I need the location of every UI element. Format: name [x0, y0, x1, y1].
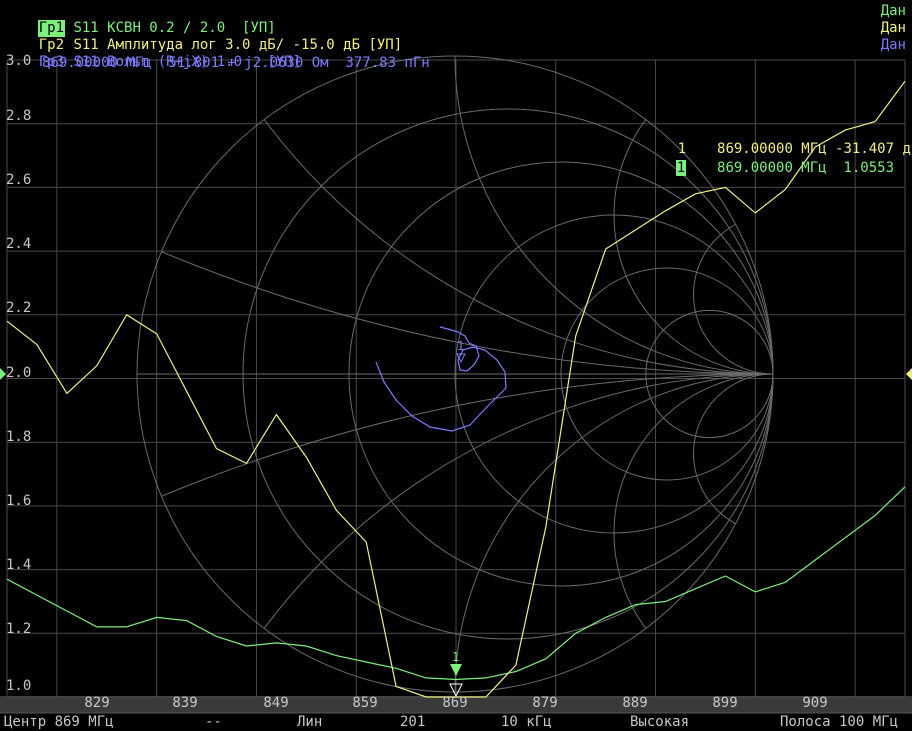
trace2-tag[interactable]: Гр2	[38, 37, 65, 53]
points-field[interactable]: 201	[400, 714, 426, 730]
smith-reactance-arc	[613, 56, 773, 375]
marker-readout-db-freq: 869.00000 МГц	[717, 141, 827, 157]
y-tick-label: 2.8	[6, 108, 32, 124]
smith-reactance-arc	[693, 214, 773, 375]
frequency-axis-bar	[0, 696, 912, 713]
trace2-label: S11 Амплитуда лог 3.0 дБ/ -15.0 дБ [УП]	[65, 37, 403, 53]
y-tick-label: 1.4	[6, 557, 32, 573]
smith-reactance-arc	[613, 373, 773, 692]
marker-number: 1	[452, 650, 459, 664]
marker-readout-vswr: 1 869.00000 МГц 1.0553	[642, 143, 894, 194]
if-bandwidth-field[interactable]: 10 кГц	[501, 714, 552, 730]
smith-impedance-trace	[375, 326, 507, 432]
marker-readout-vswr-freq: 869.00000 МГц	[717, 160, 827, 176]
marker-readout-db-id: 1	[677, 141, 687, 157]
trace1-label: S11 КСВН 0.2 / 2.0 [УП]	[65, 20, 276, 36]
marker-readout-db-value: -31.407 дБ	[835, 141, 912, 157]
y-tick-label: 2.6	[6, 172, 32, 188]
smith-marker-number: 1	[457, 339, 464, 353]
span-field[interactable]: Полоса 100 МГц	[780, 714, 899, 730]
reference-indicator-left	[0, 368, 6, 380]
center-frequency-field[interactable]: Центр 869 МГц	[4, 714, 114, 730]
y-tick-label: 2.4	[6, 236, 32, 252]
smith-reactance-arc	[693, 373, 773, 534]
x-tick-label: 839	[172, 695, 198, 711]
marker-readout-vswr-value: 1.0553	[843, 160, 895, 176]
smith-marker-readout: 869.00000 МГц 51.801 + j2.0630 Ом 377.83…	[42, 55, 430, 71]
sweep-type-field[interactable]: Лин	[297, 714, 323, 730]
trace3-status: Дан	[880, 37, 906, 53]
x-tick-label: 899	[712, 695, 738, 711]
smith-resistance-circle	[645, 309, 774, 439]
trace3-tag[interactable]: Гр3	[38, 54, 65, 70]
y-tick-label: 2.0	[6, 365, 32, 381]
trace2-header[interactable]: Гр2 S11 Амплитуда лог 3.0 дБ/ -15.0 дБ […	[4, 20, 402, 53]
db-marker-triangle	[449, 683, 463, 698]
sweep-status-field: --	[205, 714, 222, 730]
y-tick-label: 1.8	[6, 429, 32, 445]
x-tick-label: 829	[84, 695, 110, 711]
trace2-status: Дан	[880, 20, 906, 36]
y-tick-label: 3.0	[6, 53, 32, 69]
trace1-header[interactable]: Гр1 S11 КСВН 0.2 / 2.0 [УП]	[4, 3, 276, 37]
vswr-trace	[6, 486, 906, 681]
y-tick-label: 1.6	[6, 493, 32, 509]
y-tick-label: 1.2	[6, 621, 32, 637]
smith-reactance-arc	[137, 373, 773, 692]
power-level-field[interactable]: Высокая	[630, 714, 690, 730]
trace3-label: S11 Вольп (R+jX) 1.0 [УП]	[65, 54, 302, 70]
marker-readout-vswr-id: 1	[675, 160, 687, 176]
trace3-header[interactable]: Гр3 S11 Вольп (R+jX) 1.0 [УП]	[4, 37, 301, 70]
marker-readout-db: 1 869.00000 МГц -31.407 дБ	[644, 124, 912, 175]
y-tick-label: 2.2	[6, 300, 32, 316]
smith-marker-icon	[456, 353, 466, 364]
x-tick-label: 869	[442, 695, 468, 711]
vswr-marker-triangle	[450, 664, 462, 676]
reference-indicator-right	[906, 368, 912, 380]
x-tick-label: 909	[802, 695, 828, 711]
trace1-status: Дан	[880, 3, 906, 19]
x-tick-label: 879	[532, 695, 558, 711]
y-tick-label: 1.0	[6, 678, 32, 694]
x-tick-label: 859	[352, 695, 378, 711]
x-tick-label: 849	[263, 695, 289, 711]
trace1-tag[interactable]: Гр1	[37, 20, 66, 37]
smith-reactance-arc	[454, 373, 773, 692]
x-tick-label: 889	[622, 695, 648, 711]
